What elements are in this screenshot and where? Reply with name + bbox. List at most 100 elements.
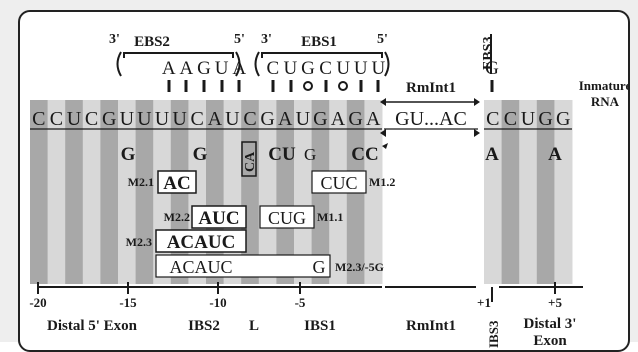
rna-base: C (32, 108, 45, 130)
stripe-right-2 (519, 100, 538, 284)
mut-cc: CC (351, 144, 378, 165)
tick-minus-15: -15 (119, 295, 137, 310)
inmature-label-1: Inmature (579, 78, 628, 93)
m11-box (259, 205, 315, 229)
ebs2-base: G (197, 58, 211, 79)
mut-cu: CU (268, 144, 296, 165)
region-distal-3-exon-1: Distal 3' (524, 316, 577, 332)
rmint1-top-label: RmInt1 (406, 80, 456, 96)
inmature-label-2: RNA (591, 94, 620, 109)
m23g-box (155, 254, 331, 278)
m12-box (311, 170, 367, 194)
stripe-left-4 (100, 100, 119, 284)
stripe-left-3 (82, 100, 101, 284)
rna-base: A (331, 108, 346, 130)
stripe-left-5 (118, 100, 137, 284)
region-rmint1: RmInt1 (406, 318, 456, 334)
rna-base: A (208, 108, 223, 130)
rna-base: U (225, 108, 240, 130)
ebs3-base: G (485, 58, 499, 79)
cc-arrow (382, 143, 388, 149)
ebs1-base: C (266, 58, 279, 79)
ebs2-three-prime: 3' (109, 32, 120, 47)
figure-card: EBS2 3' 5' EBS1 3' 5' RmInt1 EBS3 Inmatu… (18, 10, 630, 352)
ebs1-base: U (284, 58, 298, 79)
m23-box (155, 229, 247, 253)
inmature-rna-sequence: C C U C G U U U U C A U C G A U G A G A GU...AC C C U G G (30, 108, 572, 137)
rna-base-3: C (486, 108, 499, 130)
stripe-right-4 (554, 100, 573, 284)
m23g-seq: ACAUC (169, 257, 232, 277)
splice-arrow-right (474, 129, 480, 137)
mut-a-ibs3: A (485, 144, 499, 165)
rna-base-3: G (538, 108, 552, 130)
m22-label: M2.2 (164, 210, 190, 224)
m23g-label: M2.3/-5G (335, 260, 384, 274)
rna-base-3: G (556, 108, 570, 130)
rna-base: G (313, 108, 327, 130)
m22-box (191, 205, 247, 229)
ebs2-five-prime: 5' (234, 32, 245, 47)
rna-base: U (172, 108, 187, 130)
m21-seq: AC (163, 173, 190, 194)
stripe-left-2 (65, 100, 84, 284)
region-l: L (249, 318, 259, 334)
region-ibs3: IBS3 (486, 320, 501, 348)
ebs2-base: U (215, 58, 229, 79)
mut-g-pos-13: G (193, 144, 208, 165)
m23-label: M2.3 (126, 235, 152, 249)
rna-base: C (85, 108, 98, 130)
stripe-right-1 (501, 100, 520, 284)
rna-base: U (155, 108, 170, 130)
m12-label: M1.2 (369, 175, 395, 189)
stripe-left-6 (135, 100, 154, 284)
ebs1-five-prime: 5' (377, 32, 388, 47)
position-axis (37, 282, 583, 302)
mut-ca: CA (243, 151, 258, 172)
ebs1-three-prime: 3' (261, 32, 272, 47)
tick-minus-20: -20 (29, 295, 46, 310)
stripe-left-13 (258, 100, 277, 284)
rna-base-3: U (521, 108, 536, 130)
mut-a-distal: A (548, 144, 562, 165)
m21-label: M2.1 (128, 175, 154, 189)
ebs2-base: A (180, 58, 194, 79)
rna-base: U (67, 108, 82, 130)
ebs1-base: U (336, 58, 350, 79)
rna-base: C (243, 108, 256, 130)
region-ibs1: IBS1 (304, 318, 336, 334)
ebs2-bracket (116, 51, 241, 77)
rna-base: U (137, 108, 152, 130)
ebs2-base: A (162, 58, 176, 79)
region-ibs2: IBS2 (188, 318, 220, 334)
rna-base: G (260, 108, 274, 130)
rmint1-right-arrow (474, 98, 480, 106)
m11-label: M1.1 (317, 210, 343, 224)
m22-seq: AUC (198, 208, 239, 229)
rna-base: C (50, 108, 63, 130)
rna-base: C (191, 108, 204, 130)
rna-base: A (366, 108, 381, 130)
tick-minus-10: -10 (209, 295, 226, 310)
stripe-right-3 (536, 100, 555, 284)
rna-base: A (278, 108, 293, 130)
rna-binding-diagram: EBS2 3' 5' EBS1 3' 5' RmInt1 EBS3 Inmatu… (29, 32, 628, 349)
m23g-g: G (313, 257, 326, 277)
ebs2-label: EBS2 (134, 34, 170, 50)
stripe-left-0 (30, 100, 49, 284)
ebs1-base: G (301, 58, 315, 79)
pair-wobble (303, 81, 313, 91)
base-pair-marks (167, 80, 494, 92)
mut-g-pos-16: G (121, 144, 136, 165)
tick-minus-5: -5 (295, 295, 306, 310)
pair-wobble (338, 81, 348, 91)
mut-g-light: G (304, 145, 316, 164)
region-distal-5-exon: Distal 5' Exon (47, 318, 138, 334)
rna-base: U (120, 108, 135, 130)
rna-base: U (296, 108, 311, 130)
ebs3-top-label: EBS3 (481, 37, 496, 70)
stripe-left-15 (294, 100, 313, 284)
ebs1-label: EBS1 (301, 34, 337, 50)
